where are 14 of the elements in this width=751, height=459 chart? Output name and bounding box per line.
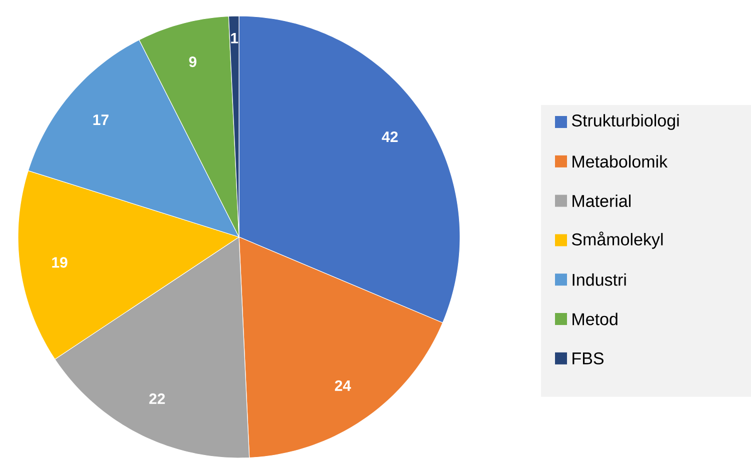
- legend-label: Industri: [572, 273, 626, 286]
- data-label: 19: [52, 257, 68, 268]
- data-label: 1: [231, 32, 238, 44]
- data-label: 24: [334, 380, 352, 391]
- legend-label: Material: [572, 194, 631, 208]
- legend-label: Metabolomik: [572, 155, 668, 168]
- data-label: 22: [149, 393, 165, 404]
- data-label: 17: [93, 114, 108, 125]
- data-label: 42: [382, 132, 398, 142]
- legend-label: Småmolekyl: [572, 232, 663, 249]
- legend-label: Metod: [572, 312, 618, 326]
- legend-label: FBS: [572, 352, 604, 364]
- legend-label: Strukturbiologi: [572, 114, 679, 130]
- data-label: 9: [189, 56, 196, 68]
